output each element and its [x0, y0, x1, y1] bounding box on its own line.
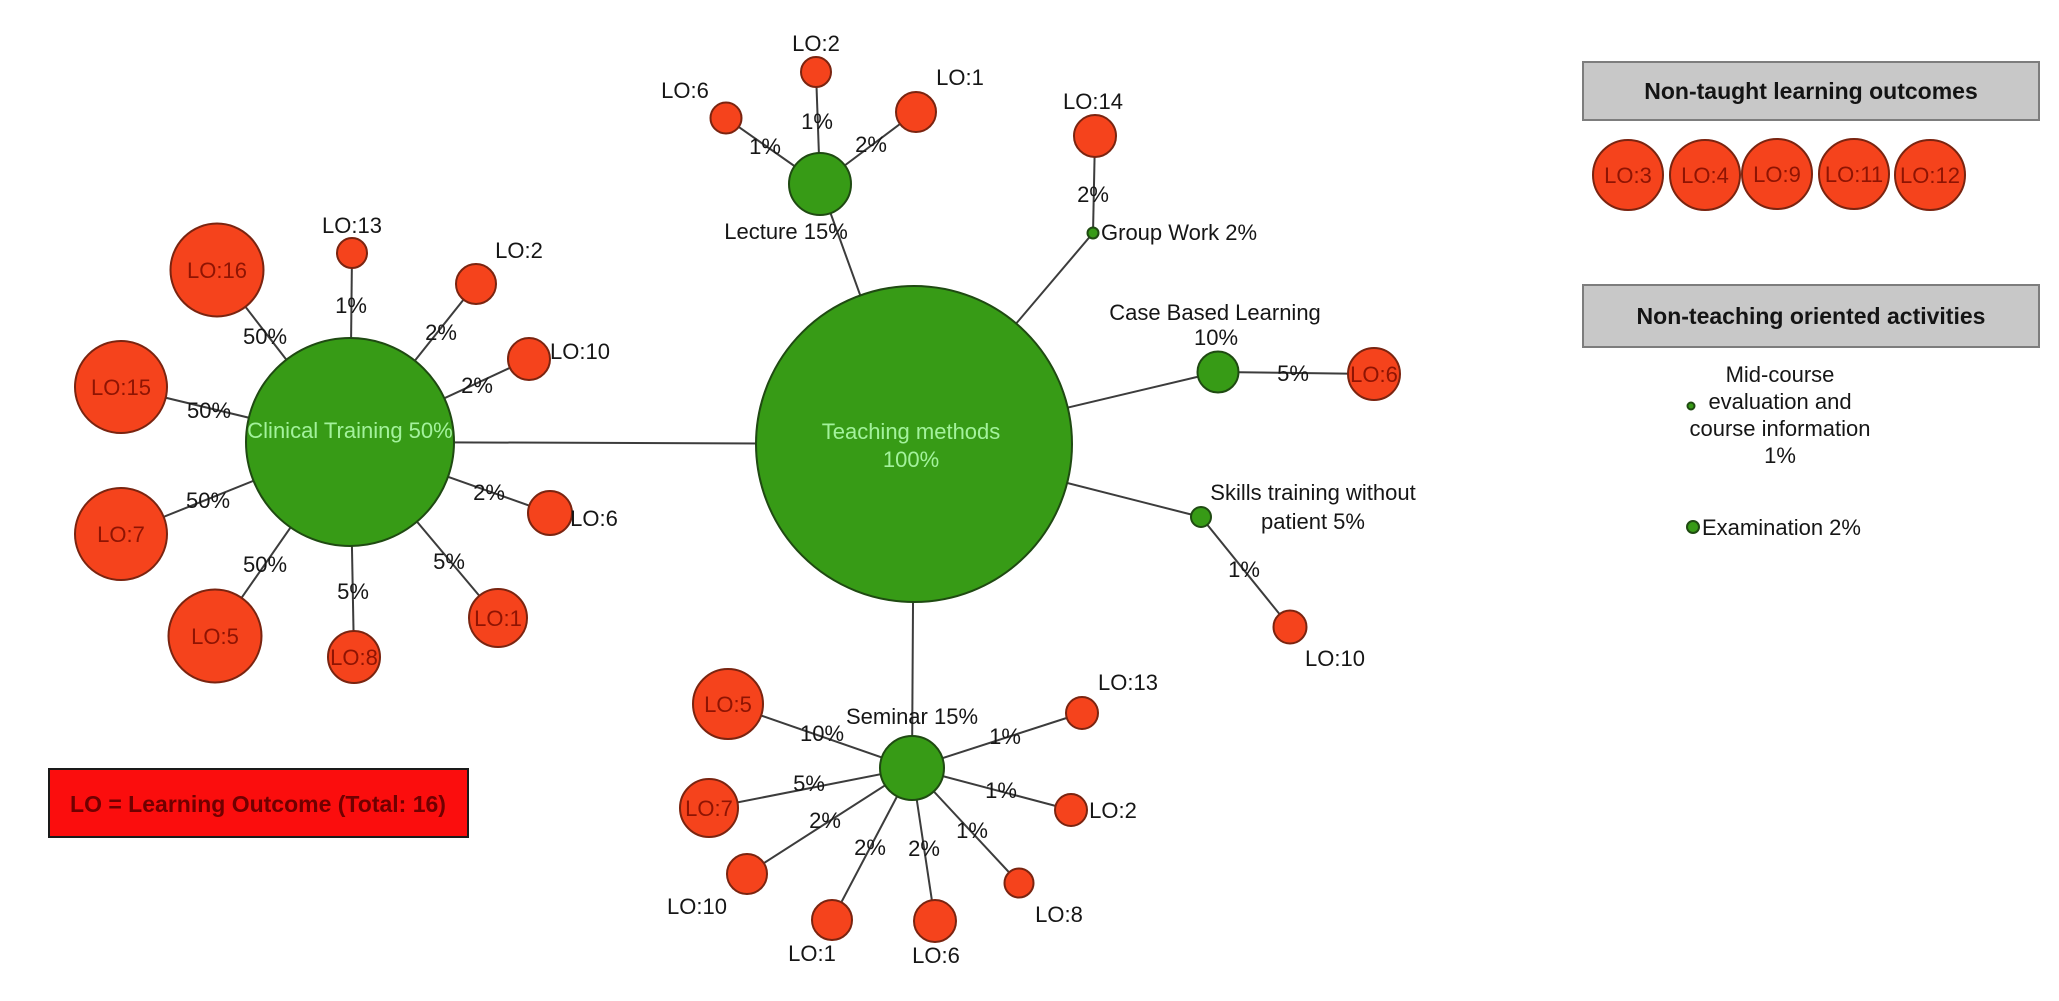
svg-text:LO:2: LO:2 — [792, 31, 840, 56]
svg-text:Non-taught learning outcomes: Non-taught learning outcomes — [1644, 78, 1978, 104]
svg-text:2%: 2% — [1077, 182, 1109, 207]
svg-text:LO = Learning Outcome (Total:: LO = Learning Outcome (Total: 16) — [70, 791, 446, 817]
svg-text:Examination 2%: Examination 2% — [1702, 515, 1861, 540]
svg-text:Teaching methods: Teaching methods — [822, 419, 1001, 444]
svg-text:Clinical Training 50%: Clinical Training 50% — [247, 418, 452, 443]
svg-text:LO:8: LO:8 — [1035, 902, 1083, 927]
svg-text:LO:7: LO:7 — [97, 522, 145, 547]
svg-text:2%: 2% — [425, 320, 457, 345]
svg-text:LO:5: LO:5 — [191, 624, 239, 649]
svg-text:LO:15: LO:15 — [91, 375, 151, 400]
svg-text:LO:1: LO:1 — [788, 941, 836, 966]
svg-text:LO:4: LO:4 — [1681, 163, 1729, 188]
svg-text:1%: 1% — [956, 818, 988, 843]
svg-text:50%: 50% — [243, 324, 287, 349]
svg-text:2%: 2% — [908, 836, 940, 861]
svg-text:LO:10: LO:10 — [1305, 646, 1365, 671]
svg-text:LO:2: LO:2 — [495, 238, 543, 263]
svg-text:Lecture 15%: Lecture 15% — [724, 219, 848, 244]
svg-text:LO:6: LO:6 — [570, 506, 618, 531]
svg-text:LO:13: LO:13 — [322, 213, 382, 238]
svg-text:Mid-course: Mid-course — [1726, 362, 1835, 387]
svg-text:50%: 50% — [187, 398, 231, 423]
svg-text:LO:16: LO:16 — [187, 258, 247, 283]
svg-text:LO:2: LO:2 — [1089, 798, 1137, 823]
svg-text:LO:13: LO:13 — [1098, 670, 1158, 695]
svg-text:LO:6: LO:6 — [912, 943, 960, 968]
svg-text:50%: 50% — [186, 488, 230, 513]
svg-text:2%: 2% — [461, 373, 493, 398]
svg-text:evaluation and: evaluation and — [1708, 389, 1851, 414]
svg-text:10%: 10% — [800, 721, 844, 746]
svg-text:LO:5: LO:5 — [704, 692, 752, 717]
svg-text:LO:3: LO:3 — [1604, 163, 1652, 188]
svg-text:5%: 5% — [337, 579, 369, 604]
svg-text:LO:14: LO:14 — [1063, 89, 1123, 114]
svg-text:100%: 100% — [883, 447, 939, 472]
svg-text:2%: 2% — [809, 808, 841, 833]
svg-text:1%: 1% — [1228, 557, 1260, 582]
svg-text:Group Work 2%: Group Work 2% — [1101, 220, 1257, 245]
svg-text:2%: 2% — [854, 835, 886, 860]
svg-text:1%: 1% — [801, 109, 833, 134]
svg-text:1%: 1% — [989, 724, 1021, 749]
svg-text:LO:1: LO:1 — [474, 606, 522, 631]
svg-text:1%: 1% — [985, 778, 1017, 803]
svg-text:Skills training without: Skills training without — [1210, 480, 1415, 505]
svg-text:1%: 1% — [335, 293, 367, 318]
svg-text:Case Based Learning: Case Based Learning — [1109, 300, 1321, 325]
svg-text:1%: 1% — [749, 134, 781, 159]
svg-text:Seminar 15%: Seminar 15% — [846, 704, 978, 729]
svg-text:LO:6: LO:6 — [661, 78, 709, 103]
svg-text:LO:9: LO:9 — [1753, 162, 1801, 187]
svg-text:5%: 5% — [793, 771, 825, 796]
svg-text:LO:1: LO:1 — [936, 65, 984, 90]
svg-text:2%: 2% — [855, 132, 887, 157]
svg-text:LO:8: LO:8 — [330, 645, 378, 670]
svg-text:1%: 1% — [1764, 443, 1796, 468]
svg-text:LO:11: LO:11 — [1825, 162, 1883, 187]
svg-text:Non-teaching oriented activiti: Non-teaching oriented activities — [1637, 303, 1986, 329]
svg-text:LO:10: LO:10 — [667, 894, 727, 919]
svg-text:patient 5%: patient 5% — [1261, 509, 1365, 534]
svg-text:50%: 50% — [243, 552, 287, 577]
svg-text:LO:7: LO:7 — [685, 796, 733, 821]
svg-text:LO:12: LO:12 — [1900, 163, 1960, 188]
svg-text:LO:6: LO:6 — [1350, 362, 1398, 387]
svg-text:LO:10: LO:10 — [550, 339, 610, 364]
svg-text:5%: 5% — [1277, 361, 1309, 386]
svg-text:2%: 2% — [473, 480, 505, 505]
svg-text:10%: 10% — [1194, 325, 1238, 350]
svg-text:course information: course information — [1690, 416, 1871, 441]
svg-text:5%: 5% — [433, 549, 465, 574]
